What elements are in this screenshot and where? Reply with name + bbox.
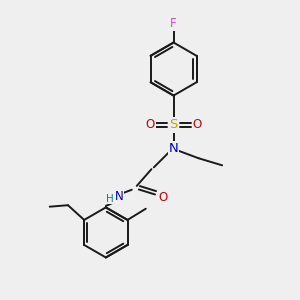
Text: S: S bbox=[169, 118, 178, 131]
Text: O: O bbox=[193, 118, 202, 131]
Text: F: F bbox=[170, 17, 177, 30]
Text: O: O bbox=[146, 118, 154, 131]
Text: O: O bbox=[158, 190, 167, 204]
Text: H: H bbox=[106, 194, 113, 204]
Text: N: N bbox=[115, 190, 124, 203]
Text: N: N bbox=[169, 142, 178, 155]
